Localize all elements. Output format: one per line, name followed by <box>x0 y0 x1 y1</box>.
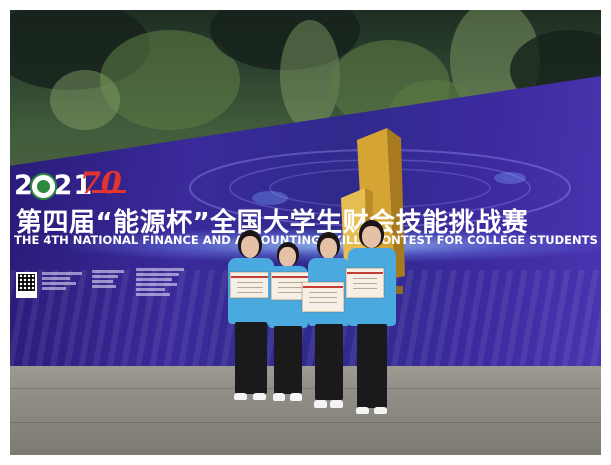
organizer-fine-print-right <box>136 268 184 298</box>
certificate-4 <box>346 268 384 298</box>
student-3 <box>308 232 350 410</box>
anniversary-logo-underline <box>92 190 126 193</box>
contest-title-chinese: 第四届“能源杯”全国大学生财会技能挑战赛 <box>16 208 529 238</box>
contest-title-english: THE 4TH NATIONAL FINANCE AND ACCOUNTING … <box>14 233 598 247</box>
student-2 <box>268 242 308 402</box>
school-seal-icon <box>30 173 57 200</box>
certificate-1 <box>230 272 270 298</box>
certificate-3 <box>302 282 344 312</box>
student-4 <box>348 220 396 416</box>
qr-code-icon <box>16 272 37 298</box>
organizer-fine-print-left <box>42 272 82 292</box>
organizer-fine-print-mid <box>92 270 124 290</box>
photograph: 2021 70 第四届“能源杯”全国大学生财会技能挑战赛 THE 4TH NAT… <box>10 10 601 455</box>
anniversary-logo: 70 <box>80 166 122 201</box>
